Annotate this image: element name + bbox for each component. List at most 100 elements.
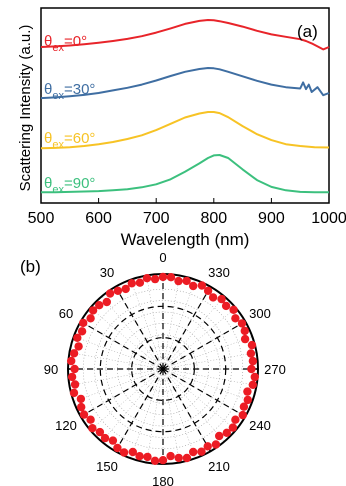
polar-data-point bbox=[100, 433, 110, 443]
x-tick-label: 700 bbox=[143, 210, 170, 227]
x-tick-label: 600 bbox=[85, 210, 112, 227]
angle-tick-label: 60 bbox=[59, 306, 73, 321]
polar-data-point bbox=[217, 294, 226, 304]
polar-data-point bbox=[229, 305, 238, 314]
grid-spoke-minor bbox=[162, 368, 196, 459]
spectrum-line bbox=[40, 67, 330, 100]
x-tick-label: 1000 bbox=[311, 210, 346, 227]
polar-data-point bbox=[150, 456, 160, 465]
panel-b-label: (b) bbox=[20, 257, 41, 276]
polar-data-point bbox=[74, 342, 83, 351]
polar-data-point bbox=[237, 319, 247, 328]
plot-frame bbox=[40, 7, 330, 204]
angle-tick-label: 210 bbox=[208, 459, 230, 474]
grid-spoke-minor bbox=[73, 336, 164, 370]
polar-data-point bbox=[238, 410, 247, 420]
polar-data-point bbox=[127, 279, 136, 288]
polar-data-point bbox=[247, 364, 256, 374]
polar-data-point bbox=[166, 273, 176, 282]
angle-tick-label: 180 bbox=[152, 474, 174, 486]
polar-data-point bbox=[79, 318, 88, 328]
polar-data-point bbox=[86, 415, 95, 424]
grid-spoke-minor bbox=[162, 296, 225, 370]
grid-spoke-minor bbox=[162, 279, 196, 370]
angle-tick-label: 150 bbox=[96, 459, 118, 474]
angle-tick-label: 0 bbox=[159, 250, 166, 265]
x-axis-label: Wavelength (nm) bbox=[121, 230, 250, 249]
grid-spoke-minor bbox=[162, 275, 180, 370]
polar-data-point bbox=[197, 281, 207, 290]
grid-spoke-minor bbox=[162, 368, 225, 442]
polar-data-point bbox=[79, 410, 89, 419]
grid-spoke-minor bbox=[162, 368, 180, 463]
polar-data-point bbox=[174, 276, 183, 286]
grid-spoke-minor bbox=[162, 307, 236, 370]
polar-data-point bbox=[221, 301, 231, 311]
polar-data-points bbox=[67, 272, 259, 465]
grid-ring-minor bbox=[82, 288, 244, 450]
grid-spoke-minor bbox=[162, 368, 253, 402]
polar-data-point bbox=[150, 274, 160, 284]
grid-spoke-major bbox=[80, 320, 164, 370]
polar-data-point bbox=[166, 451, 175, 461]
polar-data-point bbox=[77, 327, 87, 336]
panel-a-label: (a) bbox=[297, 22, 318, 41]
series-label: θex=90° bbox=[44, 175, 95, 196]
polar-data-point bbox=[67, 356, 76, 366]
polar-data-point bbox=[243, 395, 252, 405]
angle-tick-label: 300 bbox=[249, 306, 271, 321]
grid-spoke-minor bbox=[146, 275, 164, 370]
polar-data-point bbox=[108, 436, 118, 445]
series-label: θex=30° bbox=[44, 81, 95, 102]
grid-spoke-minor bbox=[162, 368, 236, 431]
polar-data-point bbox=[248, 380, 257, 389]
polar-data-point bbox=[142, 274, 152, 283]
polar-data-point bbox=[77, 402, 86, 412]
polar-data-point bbox=[197, 447, 206, 456]
polar-data-point bbox=[69, 388, 79, 398]
spectra-curves bbox=[40, 19, 330, 194]
polar-data-point bbox=[135, 452, 144, 461]
polar-data-point bbox=[121, 284, 130, 294]
polar-data-point bbox=[119, 448, 129, 457]
polar-data-point bbox=[182, 276, 191, 286]
polar-data-point bbox=[95, 301, 104, 310]
x-tick-label: 800 bbox=[200, 210, 227, 227]
y-axis-label: Scattering Intensity (a.u.) bbox=[17, 25, 34, 192]
angle-tick-label: 240 bbox=[249, 418, 271, 433]
angle-tick-label: 90 bbox=[44, 362, 58, 377]
grid-spoke-major bbox=[162, 368, 246, 418]
grid-ring-minor bbox=[94, 300, 232, 438]
polar-data-point bbox=[243, 387, 252, 396]
polar-data-point bbox=[222, 428, 231, 437]
polar-data-point bbox=[240, 334, 250, 344]
angle-tick-labels: 0 30 60 90 120 150 180 210 240 270 300 330 bbox=[44, 250, 286, 486]
grid-spoke-major bbox=[162, 320, 246, 370]
grid-spoke-minor bbox=[90, 368, 164, 431]
grid-spoke-major bbox=[162, 286, 212, 370]
spectrum-line bbox=[41, 154, 329, 194]
polar-data-point bbox=[76, 394, 86, 404]
polar-data-point bbox=[189, 281, 198, 291]
polar-data-point bbox=[189, 447, 198, 457]
spectrum-line bbox=[40, 111, 330, 150]
grid-spoke-minor bbox=[130, 279, 164, 370]
grid-spoke-major bbox=[80, 368, 164, 418]
series-labels: θex=0° θex=30° θex=60° θex=90° bbox=[44, 33, 95, 196]
polar-data-point bbox=[250, 372, 259, 382]
polar-data-point bbox=[73, 333, 82, 342]
grid-spoke-minor bbox=[101, 368, 164, 442]
polar-data-point bbox=[247, 340, 257, 350]
grid-spoke-minor bbox=[101, 296, 164, 370]
x-tick-label: 900 bbox=[258, 210, 285, 227]
series-label: θex=60° bbox=[44, 130, 95, 151]
polar-data-point bbox=[203, 442, 212, 451]
grid-spoke-minor bbox=[130, 368, 164, 459]
polar-data-point bbox=[158, 272, 168, 282]
grid-spoke-minor bbox=[69, 368, 164, 386]
polar-data-point bbox=[211, 440, 221, 449]
panel-a-spectra: 500 600 700 800 900 1000 θex=0° θex=30° θex=60°… bbox=[17, 7, 346, 249]
polar-data-point bbox=[203, 286, 213, 295]
polar-data-point bbox=[231, 314, 240, 323]
